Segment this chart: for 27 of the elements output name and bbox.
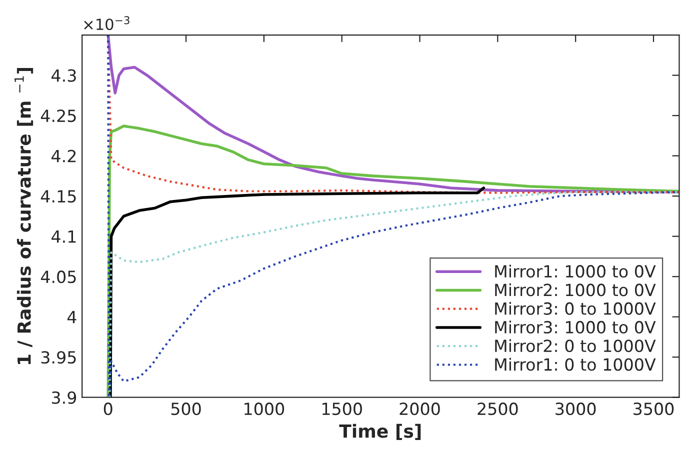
y-tick-label: 4.15 [40, 190, 76, 203]
text: ×10$^{−3}$ [84, 16, 130, 30]
x-tick-label: 3500 [634, 402, 674, 416]
y-tick-label: 4.25 [40, 110, 76, 122]
x-axis-title: Time [s] [339, 424, 421, 440]
legend-label: Mirror3: 0 to 1000V [495, 302, 656, 315]
y-tick-label: 4.05 [40, 270, 76, 284]
legend-label: Mirror1: 0 to 1000V [495, 358, 656, 371]
x-tick-label: 0 [104, 402, 112, 416]
y-axis-title: 1 / Radius of curvature [m $^{−1}$] [14, 68, 34, 364]
x-tick-label: 3000 [556, 402, 596, 416]
y-tick-label: 4 [67, 311, 76, 324]
legend-label: Mirror1: 1000 to 0V [495, 264, 656, 278]
x-tick-label: 2000 [400, 402, 440, 416]
y-tick-label: 3.9 [52, 391, 76, 404]
y-tick-label: 3.95 [41, 351, 76, 364]
y-tick-label: 4.3 [52, 69, 76, 82]
x-tick-label: 2500 [478, 402, 518, 416]
line-series [108, 190, 680, 398]
y-tick-label: 4.2 [52, 150, 76, 162]
legend-label: Mirror2: 1000 to 0V [495, 283, 656, 296]
legend-label: Mirror2: 0 to 1000V [495, 339, 656, 352]
y-tick-label: 4.1 [52, 230, 76, 243]
x-tick-label: 500 [171, 402, 201, 416]
legend-label: Mirror3: 1000 to 0V [495, 320, 656, 334]
x-tick-label: 1000 [244, 402, 284, 416]
x-tick-label: 1500 [322, 402, 362, 416]
